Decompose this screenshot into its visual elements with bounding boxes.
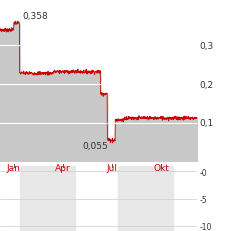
Text: Apr: Apr xyxy=(55,163,71,172)
Text: Okt: Okt xyxy=(153,163,169,172)
Text: Jul: Jul xyxy=(107,163,118,172)
Text: 0,1: 0,1 xyxy=(199,119,213,128)
Text: 0,055: 0,055 xyxy=(83,142,108,151)
Bar xyxy=(20,166,75,231)
Text: 0,358: 0,358 xyxy=(23,12,48,21)
Text: 0,3: 0,3 xyxy=(199,42,213,51)
Text: 0,2: 0,2 xyxy=(199,80,213,89)
Bar xyxy=(118,166,173,231)
Text: Jan: Jan xyxy=(7,163,21,172)
